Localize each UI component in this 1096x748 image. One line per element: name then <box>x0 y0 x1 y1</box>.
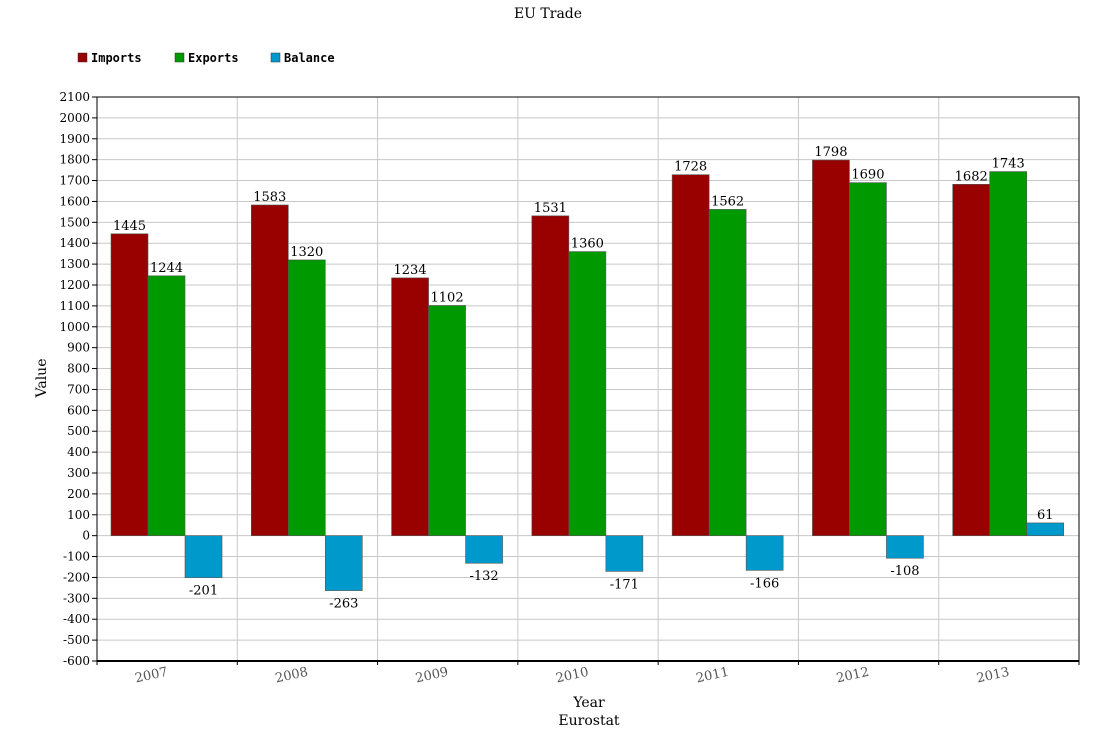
y-tick-label: 100 <box>67 508 90 522</box>
data-label-exports-2011: 1562 <box>711 194 744 209</box>
data-label-imports-2008: 1583 <box>253 190 286 205</box>
data-label-balance-2012: -108 <box>890 564 919 579</box>
bar-imports-2011 <box>671 174 710 536</box>
y-tick-label: 200 <box>67 487 90 501</box>
y-tick-label: 1500 <box>59 215 90 229</box>
bar-imports-2009 <box>391 277 429 536</box>
y-tick-label: 2000 <box>59 111 90 125</box>
y-tick-label: 1700 <box>59 174 90 188</box>
data-label-imports-2009: 1234 <box>394 263 427 278</box>
y-tick-label: 600 <box>67 403 90 417</box>
data-label-imports-2010: 1531 <box>534 201 567 216</box>
x-tick-label-2008: 2008 <box>274 665 309 687</box>
x-tick-label-2012: 2012 <box>835 665 870 687</box>
bar-exports-2007 <box>147 275 186 536</box>
y-tick-label: 1100 <box>59 299 90 313</box>
bar-exports-2013 <box>989 171 1028 536</box>
data-label-balance-2008: -263 <box>329 597 358 612</box>
data-label-exports-2008: 1320 <box>290 245 323 260</box>
legend-label-imports: Imports <box>91 51 142 65</box>
legend-swatch-imports <box>77 52 88 63</box>
bar-balance-2008 <box>324 535 363 591</box>
bar-exports-2011 <box>708 209 747 536</box>
y-tick-label: 1800 <box>59 153 90 167</box>
x-tick-label-2011: 2011 <box>695 665 730 687</box>
y-tick-label: 1200 <box>59 278 90 292</box>
data-label-imports-2007: 1445 <box>113 219 146 234</box>
x-tick-label-2010: 2010 <box>555 665 590 687</box>
legend-swatch-exports <box>174 52 185 63</box>
chart-title: EU Trade <box>514 6 582 22</box>
bar-imports-2012 <box>812 159 850 536</box>
bar-balance-2011 <box>745 535 784 571</box>
bar-balance-2007 <box>184 535 223 578</box>
data-labels: 1445 1244 -201 1583 1320 -263 1234 1102 -132 1531… <box>113 145 1054 612</box>
legend: Imports Exports Balance <box>77 51 335 65</box>
data-label-exports-2009: 1102 <box>431 290 464 305</box>
x-axis-sublabel: Eurostat <box>558 713 620 729</box>
y-axis-label: Value <box>34 359 50 399</box>
y-tick-label: -300 <box>63 591 90 605</box>
y-tick-label: -400 <box>63 612 90 626</box>
bar-imports-2007 <box>110 233 149 536</box>
data-label-exports-2010: 1360 <box>571 237 604 252</box>
y-tick-label: -500 <box>63 633 90 647</box>
bar-exports-2010 <box>568 251 607 536</box>
data-label-imports-2012: 1798 <box>814 145 847 160</box>
bar-balance-2010 <box>605 535 644 572</box>
legend-label-balance: Balance <box>284 51 335 65</box>
bar-exports-2012 <box>849 182 887 536</box>
data-label-balance-2011: -166 <box>750 576 779 591</box>
data-label-exports-2012: 1690 <box>851 168 884 183</box>
y-tick-label: 300 <box>67 466 90 480</box>
bar-imports-2008 <box>250 204 289 536</box>
bar-balance-2013 <box>1026 522 1065 536</box>
x-axis-ticks: 2007 2008 2009 2010 2011 2012 2013 <box>96 661 1080 687</box>
legend-swatch-balance <box>270 52 281 63</box>
data-label-balance-2010: -171 <box>610 577 639 592</box>
y-tick-label: 0 <box>82 529 90 543</box>
y-tick-label: 800 <box>67 362 90 376</box>
y-tick-label: 1400 <box>59 236 90 250</box>
y-tick-label: 1600 <box>59 194 90 208</box>
bar-imports-2013 <box>952 184 991 536</box>
x-tick-label-2007: 2007 <box>134 665 169 687</box>
data-label-imports-2013: 1682 <box>955 169 988 184</box>
y-axis-ticks: -600 -500 -400 -300 -200 -100 0 100 200 300 400 500… <box>59 90 97 668</box>
bars <box>110 159 1065 591</box>
bar-exports-2009 <box>428 305 466 536</box>
data-label-balance-2007: -201 <box>189 584 218 599</box>
y-tick-label: -100 <box>63 550 90 564</box>
x-tick-label-2009: 2009 <box>414 665 449 687</box>
y-tick-label: 2100 <box>59 90 90 104</box>
bar-exports-2008 <box>287 259 326 536</box>
y-tick-label: 400 <box>67 445 90 459</box>
bar-imports-2010 <box>531 215 570 536</box>
data-label-exports-2007: 1244 <box>150 261 183 276</box>
y-tick-label: 1000 <box>59 320 90 334</box>
data-label-imports-2011: 1728 <box>674 160 707 175</box>
y-tick-label: 1900 <box>59 132 90 146</box>
axes <box>96 96 1080 662</box>
bar-balance-2009 <box>465 535 503 564</box>
y-tick-label: 700 <box>67 382 90 396</box>
x-tick-label-2013: 2013 <box>975 665 1010 687</box>
y-tick-label: 1300 <box>59 257 90 271</box>
data-label-exports-2013: 1743 <box>992 157 1025 172</box>
data-label-balance-2013: 61 <box>1037 508 1054 523</box>
x-axis-label: Year <box>572 695 605 711</box>
data-label-balance-2009: -132 <box>469 569 498 584</box>
y-tick-label: 900 <box>67 341 90 355</box>
bar-balance-2012 <box>886 535 924 559</box>
y-tick-label: -600 <box>63 654 90 668</box>
y-tick-label: 500 <box>67 424 90 438</box>
y-tick-label: -200 <box>63 570 90 584</box>
legend-label-exports: Exports <box>188 51 239 65</box>
